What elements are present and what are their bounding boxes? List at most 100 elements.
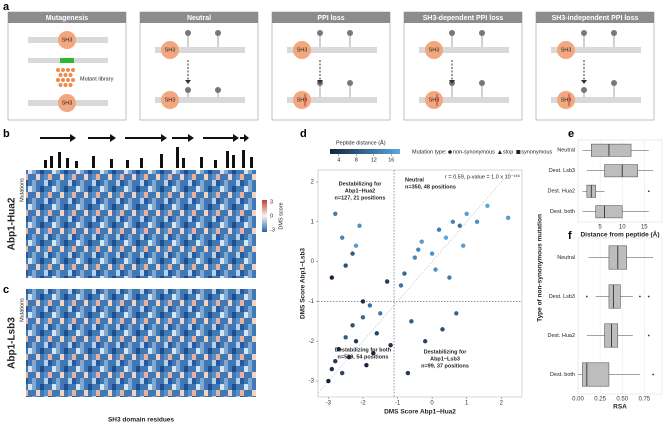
axis-title: Mutations <box>19 178 25 202</box>
box <box>595 205 623 219</box>
partner <box>581 30 587 36</box>
partner <box>215 30 221 36</box>
protein-bar <box>287 47 377 53</box>
x-axis-title: DMS Score Abp1−Hua2 <box>384 409 456 416</box>
box-header <box>140 12 258 23</box>
point <box>329 366 335 372</box>
point <box>412 255 418 260</box>
partner <box>479 30 485 36</box>
domain-label: SH3 <box>62 37 73 43</box>
quadrant-annotation: Destabilizing for both <box>335 347 392 353</box>
color-tick-label: 12 <box>371 157 377 163</box>
partner <box>347 80 353 86</box>
point <box>416 247 421 252</box>
box <box>582 362 610 387</box>
quadrant-annotation: n=350, 48 positions <box>405 184 456 190</box>
domain-label: SH3 <box>297 97 308 103</box>
point <box>343 335 348 340</box>
panel-a: Mutagenesis SH3 SH3 Mutant library Neutral SH… <box>7 11 655 121</box>
row-title: Abp1-Lsb3 <box>7 317 18 369</box>
point <box>447 275 452 280</box>
quadrant-annotation: Abp1−Lsb3 <box>430 356 460 362</box>
point <box>353 339 359 344</box>
domain-label: SH3 <box>62 100 73 106</box>
y-tick-label: -3 <box>309 379 315 385</box>
y-tick-label: Dest. Lsb3 <box>549 168 575 174</box>
point <box>360 299 366 304</box>
y-tick-label: Dest. Lsb3 <box>549 294 575 300</box>
point <box>336 347 341 352</box>
point <box>440 327 445 332</box>
y-tick-label: Dest. Hua2 <box>547 189 575 195</box>
protein-bar <box>551 97 641 103</box>
x-tick-label: 0.50 <box>616 397 628 403</box>
quadrant-annotation: n=529, 54 positions <box>338 354 389 360</box>
outlier <box>647 334 650 337</box>
domain-label: SH3 <box>297 47 308 53</box>
panel-label: c <box>3 284 9 296</box>
quadrant-annotation: Destabilizing for <box>339 181 383 187</box>
library-dot <box>58 83 63 87</box>
point <box>360 315 366 320</box>
point <box>398 283 404 288</box>
legend-label: synonymous <box>521 149 552 155</box>
partner <box>317 30 323 36</box>
point <box>364 362 369 368</box>
legend-label: stop <box>503 149 513 155</box>
protein-bar <box>419 97 509 103</box>
sh3-domain <box>58 94 76 112</box>
x-tick-label: -1 <box>395 401 401 407</box>
library-dot <box>61 68 65 72</box>
quadrant-annotation: n=127, 21 positions <box>335 195 386 201</box>
point <box>367 303 373 308</box>
domain-label: SH3 <box>429 47 440 53</box>
x-tick-label: -2 <box>360 401 366 407</box>
y-tick-label: 1 <box>311 219 315 225</box>
panel-label: a <box>3 1 10 13</box>
point <box>340 370 345 376</box>
colorbar <box>262 200 267 232</box>
point <box>346 354 352 360</box>
panel-label: b <box>3 128 10 140</box>
library-dot <box>68 83 73 87</box>
quadrant-annotation: n=99, 37 positions <box>421 363 469 369</box>
protein-bar <box>155 47 245 53</box>
sh3-domain <box>161 91 179 109</box>
point <box>461 243 466 248</box>
library-dot <box>61 78 65 82</box>
x-axis-title: SH3 domain residues <box>108 417 174 424</box>
colorbar <box>330 149 400 154</box>
protein-bar <box>551 47 641 53</box>
point <box>443 235 449 240</box>
library-dot <box>66 68 70 72</box>
x-tick-label: 0.25 <box>594 397 606 403</box>
legend-symbol <box>497 150 502 154</box>
arrow-head <box>317 80 323 84</box>
domain-label: SH3 <box>561 97 572 103</box>
library-dot <box>63 73 68 77</box>
point <box>353 243 359 248</box>
outlier <box>585 295 588 298</box>
domain-label: SH3 <box>165 47 176 53</box>
point <box>450 219 456 224</box>
protein-bar <box>155 97 245 103</box>
y-tick-label: Dest. Hua2 <box>547 333 575 339</box>
row-title: Abp1-Hua2 <box>7 197 18 250</box>
protein-bar <box>419 47 509 53</box>
legend-title: Mutation type: <box>412 149 447 155</box>
quadrant-annotation: Destabilizing for <box>424 349 468 355</box>
point <box>505 215 511 220</box>
library-dot <box>58 73 63 77</box>
x-axis-title: RSA <box>613 404 627 411</box>
y-axis-title: Type of non-synonymous mutation <box>537 214 544 322</box>
point <box>374 331 379 336</box>
point <box>454 311 459 316</box>
outlier <box>647 190 650 193</box>
box <box>591 143 632 157</box>
x-tick-label: 2 <box>500 401 504 407</box>
sh3-domain <box>425 91 443 109</box>
sh3-domain <box>293 41 311 59</box>
box-title: SH3-dependent PPI loss <box>423 15 504 22</box>
x-tick-label: 5 <box>598 225 602 231</box>
